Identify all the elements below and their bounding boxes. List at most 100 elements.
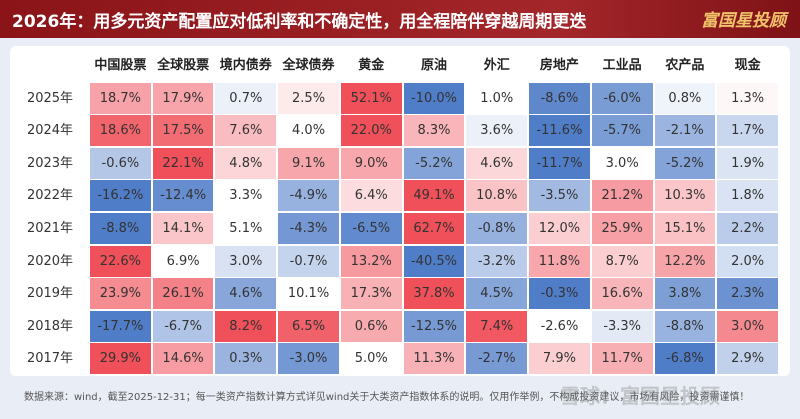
logo: 富国星投顾 <box>701 11 786 31</box>
cell: 12.2% <box>654 245 716 277</box>
cell: 6.4% <box>340 180 402 212</box>
column-header: 境内债券 <box>219 58 272 73</box>
cell: 9.0% <box>340 147 402 179</box>
cell: 49.1% <box>403 180 465 212</box>
cell: -0.8% <box>466 213 528 244</box>
cell: 8.2% <box>215 310 277 342</box>
cell: 1.9% <box>717 147 778 179</box>
cell: 13.2% <box>340 245 402 277</box>
cell: -0.6% <box>90 147 151 179</box>
cell: 10.8% <box>466 180 528 212</box>
row-year: 2023年 <box>26 155 74 171</box>
cell: 3.0% <box>591 147 653 179</box>
cell: 9.1% <box>278 147 339 179</box>
column-header: 外汇 <box>483 58 510 73</box>
cell: -16.2% <box>90 180 151 212</box>
cell: 4.0% <box>278 115 339 147</box>
cell: 17.5% <box>152 115 214 147</box>
cell: 1.7% <box>717 115 778 147</box>
cell: 15.1% <box>654 213 716 244</box>
cell: 11.8% <box>529 245 590 277</box>
cell: 52.1% <box>340 82 402 114</box>
cell: 2.0% <box>717 245 778 277</box>
cell: 6.9% <box>152 245 214 277</box>
cell: 23.9% <box>90 278 151 310</box>
row-year: 2024年 <box>26 123 74 139</box>
cell: -17.7% <box>90 310 151 342</box>
row-year: 2022年 <box>26 188 74 204</box>
cell: 7.9% <box>529 343 590 375</box>
cell: -6.8% <box>654 343 716 375</box>
cell: 4.6% <box>215 278 277 310</box>
cell: 0.3% <box>215 343 277 375</box>
cell: -2.7% <box>466 343 528 375</box>
cell: -40.5% <box>403 245 465 277</box>
cell: 18.7% <box>90 82 151 114</box>
cell: -2.6% <box>529 310 590 342</box>
cell: 1.0% <box>466 82 528 114</box>
cell: 1.3% <box>717 82 778 114</box>
cell: -6.7% <box>152 310 214 342</box>
cell: 2.9% <box>717 343 778 375</box>
column-header: 全球债券 <box>282 58 335 73</box>
watermark: 雪球：富国星投顾 <box>560 384 720 408</box>
cell: 37.8% <box>403 278 465 310</box>
row-year: 2019年 <box>26 286 74 302</box>
row-year: 2018年 <box>26 318 74 334</box>
cell: -10.0% <box>403 82 465 114</box>
cell: 8.7% <box>591 245 653 277</box>
cell: -8.8% <box>90 213 151 244</box>
column-header: 中国股票 <box>94 58 147 73</box>
cell: 2.3% <box>717 278 778 310</box>
footnote: 数据来源：wind，截至2025-12-31；每一类资产指数计算方式详见wind… <box>24 392 750 403</box>
cell: 4.8% <box>215 147 277 179</box>
cell: -11.7% <box>529 147 590 179</box>
cell: 7.6% <box>215 115 277 147</box>
cell: 4.6% <box>466 147 528 179</box>
cell: 11.3% <box>403 343 465 375</box>
cell: 26.1% <box>152 278 214 310</box>
cell: -3.3% <box>591 310 653 342</box>
title-bar: 2026年：用多元资产配置应对低利率和不确定性，用全程陪伴穿越周期更迭 富国星投… <box>0 0 800 38</box>
cell: -3.0% <box>278 343 339 375</box>
cell: 16.6% <box>591 278 653 310</box>
column-header: 农产品 <box>665 58 705 73</box>
cell: 21.2% <box>591 180 653 212</box>
cell: 0.8% <box>654 82 716 114</box>
cell: 3.8% <box>654 278 716 310</box>
cell: -6.0% <box>591 82 653 114</box>
cell: 0.6% <box>340 310 402 342</box>
cell: -12.4% <box>152 180 214 212</box>
cell: 17.3% <box>340 278 402 310</box>
cell: 14.6% <box>152 343 214 375</box>
cell: 5.0% <box>340 343 402 375</box>
cell: 22.6% <box>90 245 151 277</box>
cell: -5.2% <box>403 147 465 179</box>
cell: -5.2% <box>654 147 716 179</box>
cell: 10.1% <box>278 278 339 310</box>
column-header: 原油 <box>420 58 447 73</box>
row-year: 2020年 <box>26 253 74 269</box>
row-year: 2021年 <box>26 221 74 236</box>
cell: -12.5% <box>403 310 465 342</box>
cell: -0.7% <box>278 245 339 277</box>
cell: 3.3% <box>215 180 277 212</box>
cell: 62.7% <box>403 213 465 244</box>
cell: 17.9% <box>152 82 214 114</box>
cell: -2.1% <box>654 115 716 147</box>
column-header: 现金 <box>734 58 761 73</box>
cell: 14.1% <box>152 213 214 244</box>
cell: 22.0% <box>340 115 402 147</box>
cell: -8.6% <box>529 82 590 114</box>
cell: 2.2% <box>717 213 778 244</box>
cell: 1.8% <box>717 180 778 212</box>
cell: -3.5% <box>529 180 590 212</box>
cell: 0.7% <box>215 82 277 114</box>
cell: 12.0% <box>529 213 590 244</box>
cell: 3.0% <box>215 245 277 277</box>
cell: 22.1% <box>152 147 214 179</box>
cell: -6.5% <box>340 213 402 244</box>
title: 2026年：用多元资产配置应对低利率和不确定性，用全程陪伴穿越周期更迭 <box>12 12 587 32</box>
column-header: 黄金 <box>358 58 385 73</box>
